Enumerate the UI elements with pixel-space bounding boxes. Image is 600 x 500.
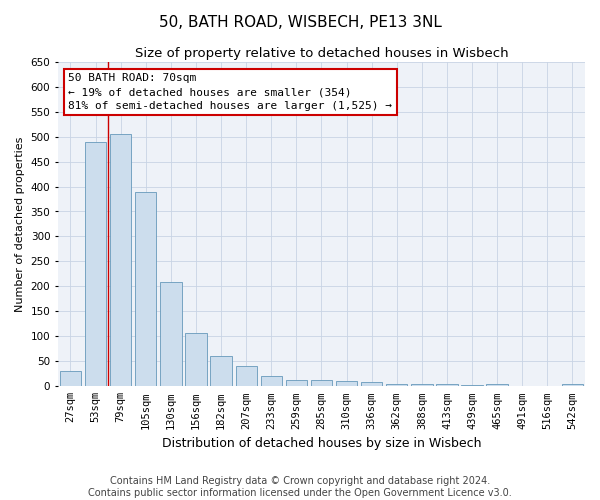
Bar [436,384,458,386]
Bar [60,372,81,386]
Text: Contains HM Land Registry data © Crown copyright and database right 2024.
Contai: Contains HM Land Registry data © Crown c… [88,476,512,498]
Bar [110,134,131,386]
X-axis label: Distribution of detached houses by size in Wisbech: Distribution of detached houses by size … [162,437,481,450]
Bar [135,192,157,386]
Bar [260,376,282,386]
Y-axis label: Number of detached properties: Number of detached properties [15,136,25,312]
Bar [160,282,182,387]
Text: 50 BATH ROAD: 70sqm
← 19% of detached houses are smaller (354)
81% of semi-detac: 50 BATH ROAD: 70sqm ← 19% of detached ho… [68,73,392,111]
Bar [386,384,407,386]
Bar [286,380,307,386]
Bar [185,334,206,386]
Bar [411,384,433,386]
Title: Size of property relative to detached houses in Wisbech: Size of property relative to detached ho… [134,48,508,60]
Bar [85,142,106,386]
Bar [562,384,583,386]
Bar [361,382,382,386]
Text: 50, BATH ROAD, WISBECH, PE13 3NL: 50, BATH ROAD, WISBECH, PE13 3NL [158,15,442,30]
Bar [311,380,332,386]
Bar [236,366,257,386]
Bar [487,384,508,386]
Bar [211,356,232,386]
Bar [336,382,357,386]
